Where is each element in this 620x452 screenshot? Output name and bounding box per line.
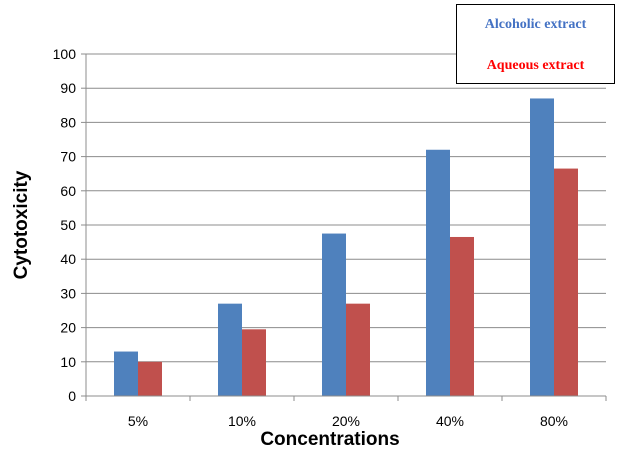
y-tick-label: 0 (68, 388, 76, 404)
y-tick-label: 40 (60, 251, 76, 267)
legend: Alcoholic extract Aqueous extract (456, 4, 615, 84)
bar-alcoholic-extract-3 (322, 233, 346, 396)
y-tick-label: 10 (60, 354, 76, 370)
y-tick-label: 60 (60, 183, 76, 199)
bar-aqueous-extract-5 (554, 168, 578, 396)
y-axis-label: Cytotoxicity (11, 170, 32, 279)
y-tick-label: 100 (53, 46, 77, 62)
legend-entry-alcoholic-extract: Alcoholic extract (484, 17, 587, 32)
x-axis-label: Concentrations (260, 429, 399, 450)
bar-alcoholic-extract-2 (218, 303, 242, 396)
bar-alcoholic-extract-5 (530, 98, 554, 397)
bar-alcoholic-extract-1 (114, 351, 138, 396)
y-tick-labels: 0 10 20 30 40 50 60 70 80 90 100 (53, 46, 86, 404)
bars (114, 98, 578, 397)
y-tick-label: 80 (60, 114, 76, 130)
y-tick-label: 90 (60, 80, 76, 96)
x-tick-label: 10% (228, 413, 256, 429)
x-tick-label: 5% (128, 413, 148, 429)
y-tick-label: 20 (60, 320, 76, 336)
x-tick-label: 40% (436, 413, 464, 429)
bar-aqueous-extract-3 (346, 303, 370, 396)
y-tick-label: 70 (60, 149, 76, 165)
legend-entry-aqueous-extract: Aqueous extract (486, 58, 585, 73)
y-tick-label: 50 (60, 217, 76, 233)
x-tick-labels: 5% 10% 20% 40% 80% (85, 396, 607, 429)
x-tick-label: 20% (332, 413, 360, 429)
y-tick-label: 30 (60, 285, 76, 301)
x-tick-label: 80% (540, 413, 568, 429)
bar-alcoholic-extract-4 (426, 149, 450, 396)
bar-aqueous-extract-4 (450, 236, 474, 396)
bar-aqueous-extract-1 (138, 361, 162, 396)
bar-aqueous-extract-2 (242, 329, 266, 396)
